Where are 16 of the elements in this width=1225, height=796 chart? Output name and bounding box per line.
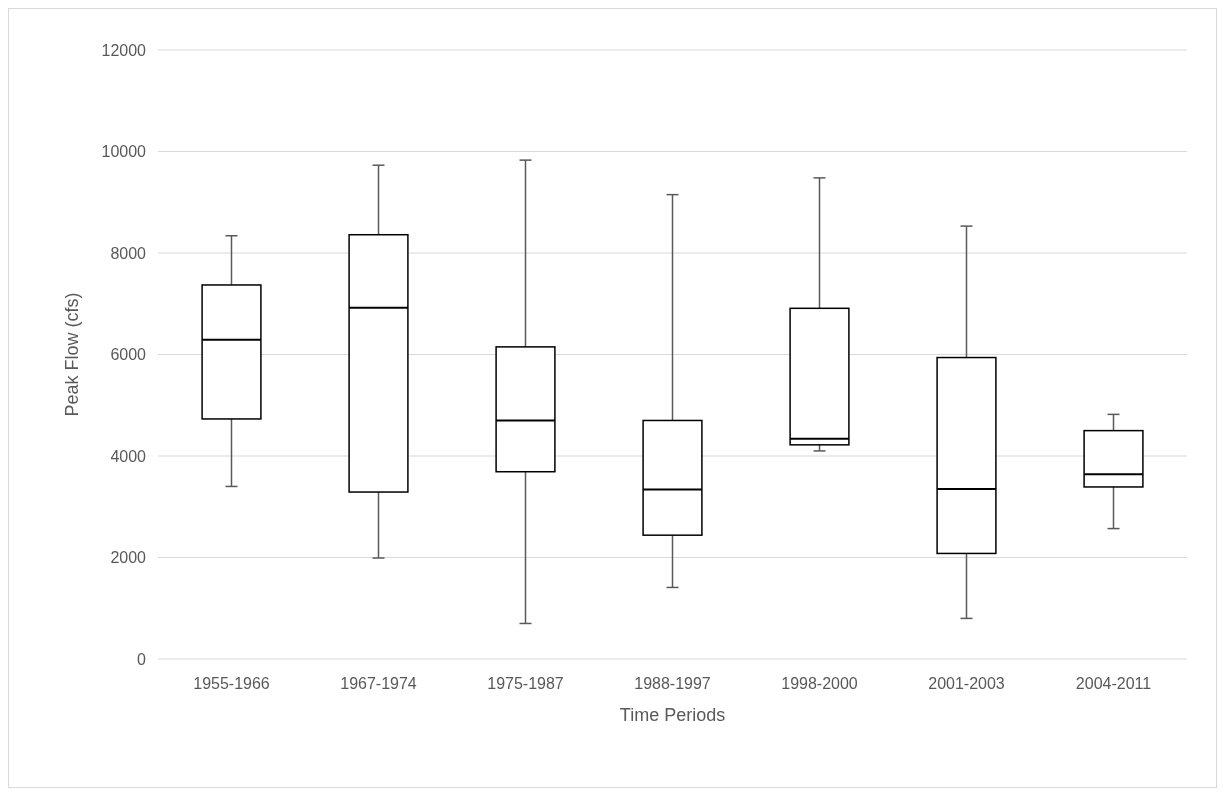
x-tick-label: 1975-1987 <box>487 675 564 692</box>
y-tick-label: 12000 <box>101 41 147 59</box>
x-tick-label: 1955-1966 <box>193 675 270 692</box>
x-tick-label: 1998-2000 <box>781 675 858 692</box>
y-tick-label: 4000 <box>110 447 147 465</box>
y-axis-title: Peak Flow (cfs) <box>62 292 82 417</box>
x-tick-label: 1988-1997 <box>634 675 711 692</box>
x-tick-label: 1967-1974 <box>340 675 417 692</box>
x-tick-label: 2001-2003 <box>928 675 1005 692</box>
y-tick-label: 2000 <box>110 549 147 567</box>
x-tick-label: 2004-2011 <box>1075 675 1152 692</box>
y-tick-label: 8000 <box>110 244 147 262</box>
y-tick-label: 0 <box>137 650 147 668</box>
y-tick-label: 6000 <box>110 346 147 364</box>
x-axis-title: Time Periods <box>619 705 726 725</box>
y-tick-label: 10000 <box>101 143 147 161</box>
